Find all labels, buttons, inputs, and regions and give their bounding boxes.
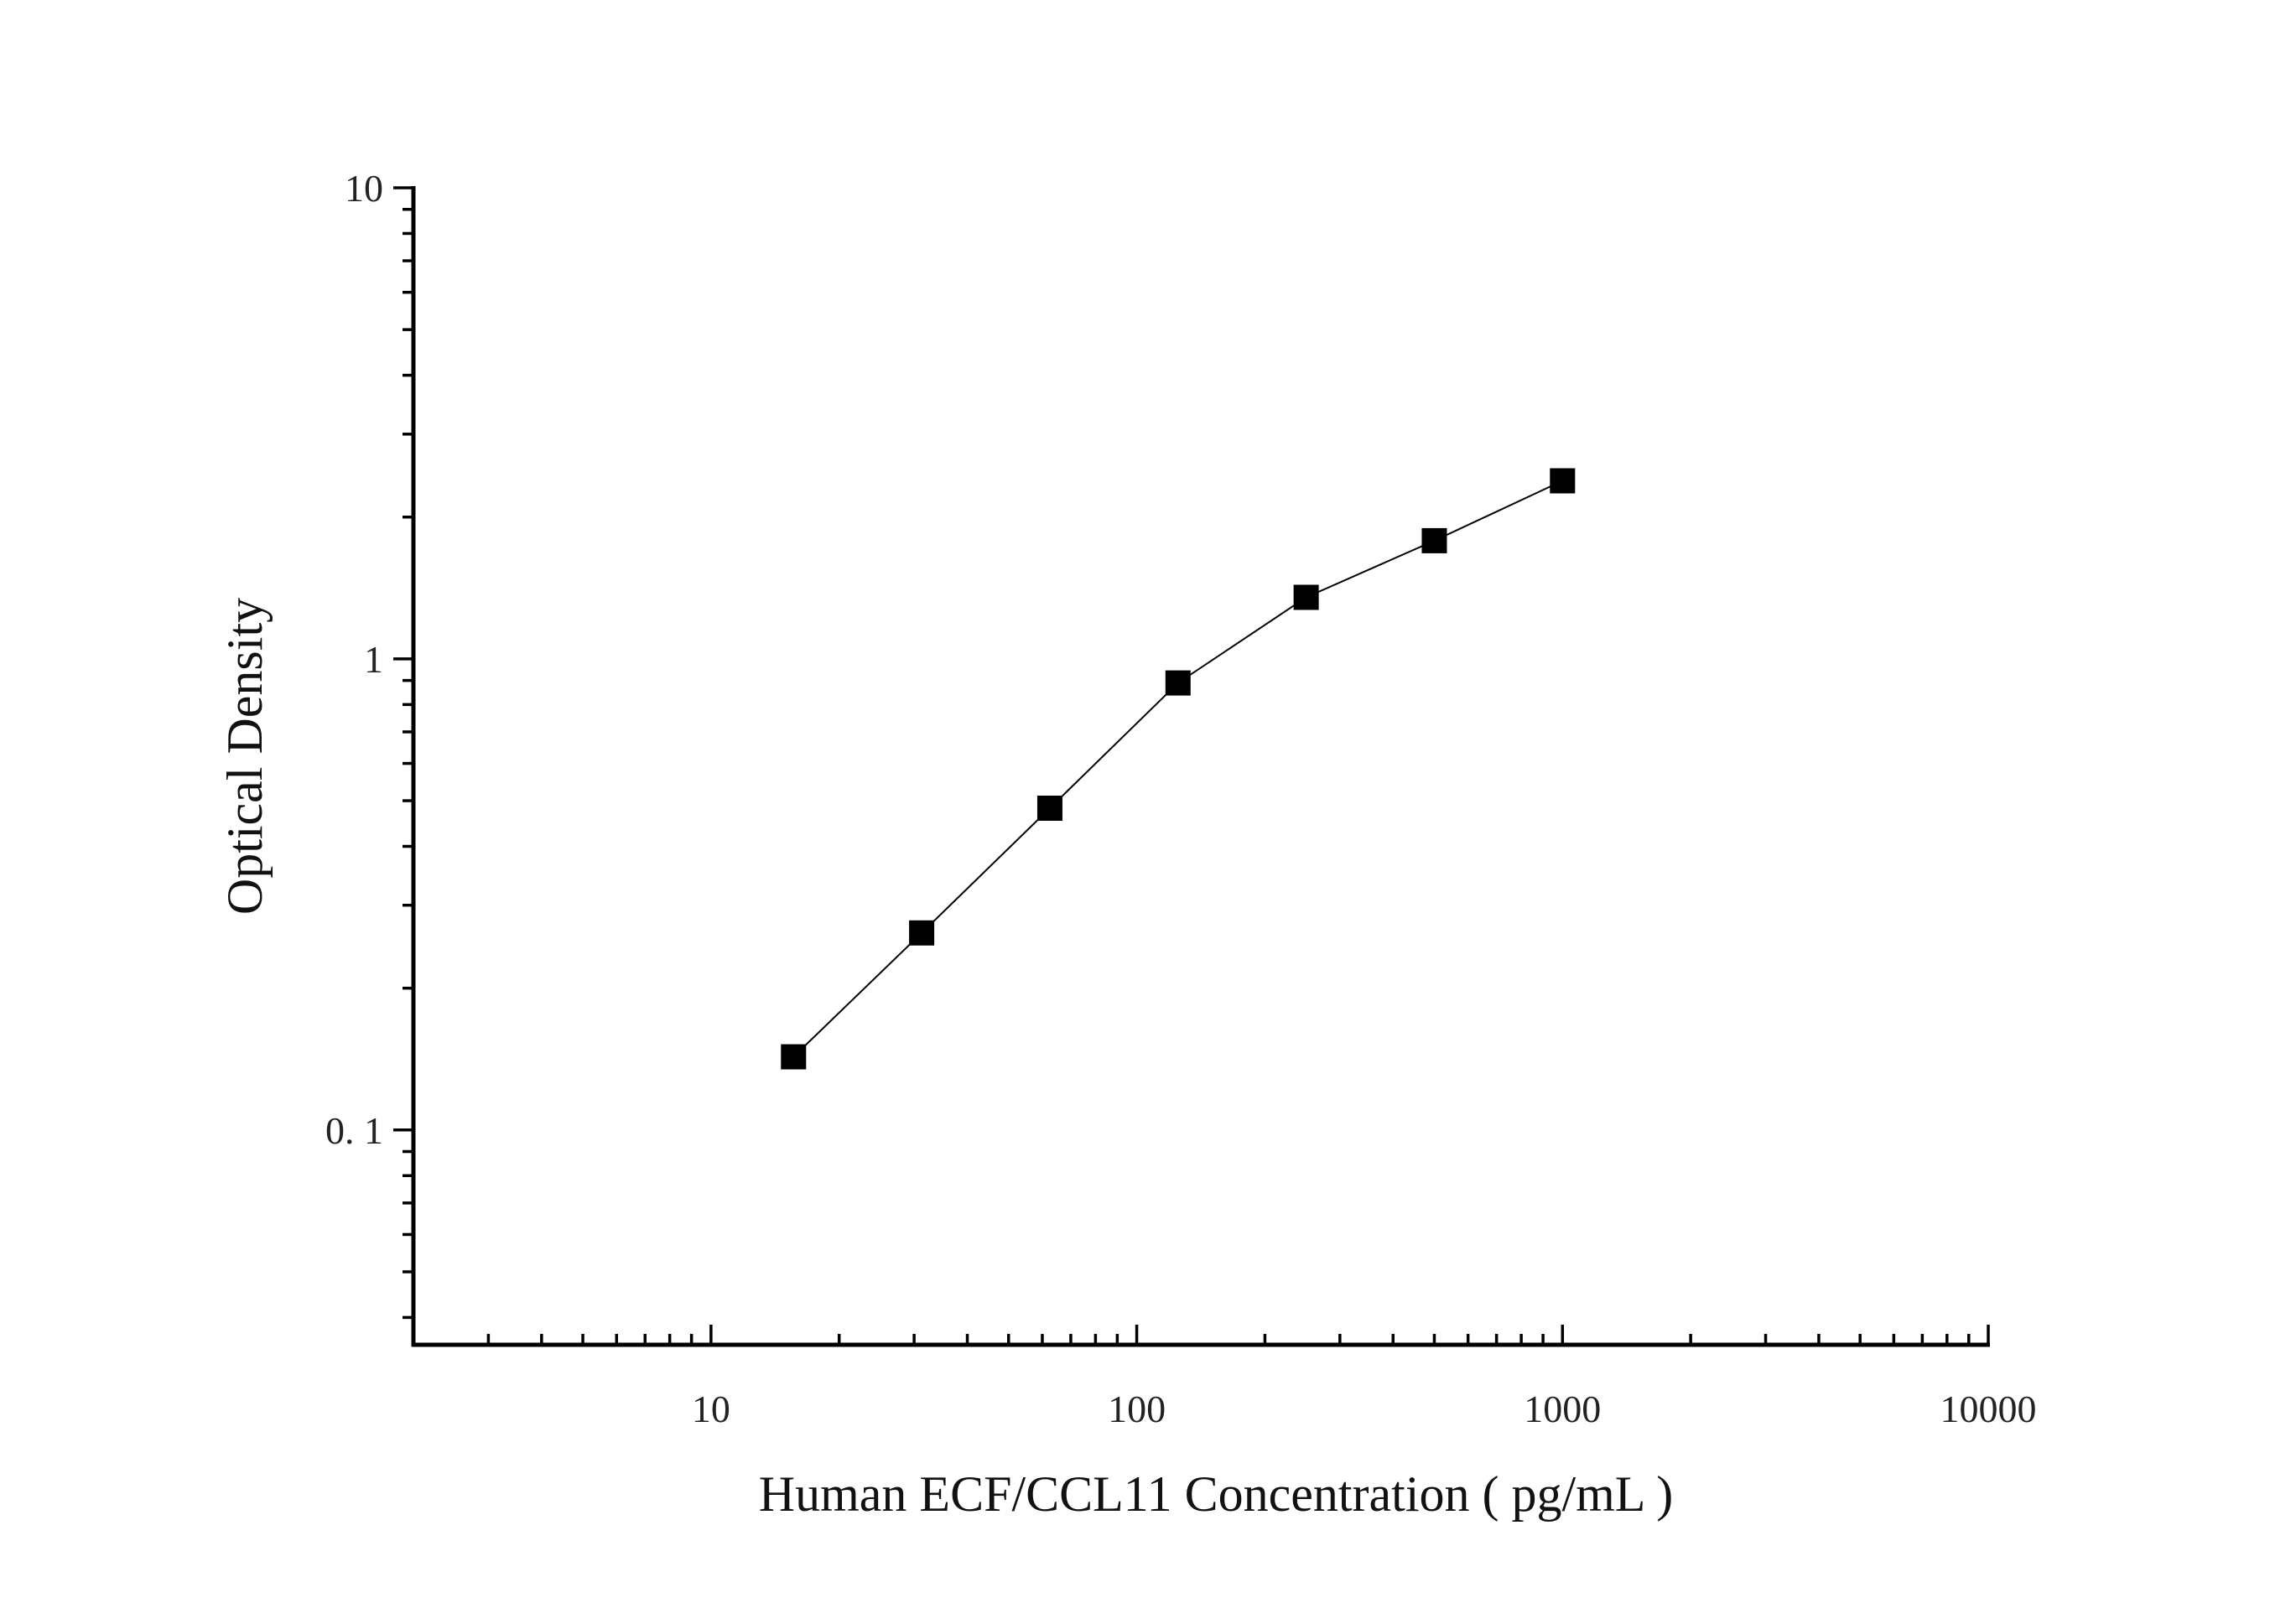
x-tick-label: 100 [1108, 1388, 1166, 1430]
y-tick-label: 10 [345, 167, 383, 210]
data-point-marker [1550, 468, 1576, 494]
y-tick-label: 0. 1 [325, 1109, 383, 1152]
x-tick-label: 10000 [1940, 1388, 2037, 1430]
y-tick-label: 1 [364, 638, 383, 681]
x-tick-label: 1000 [1524, 1388, 1601, 1430]
x-axis-title: Human ECF/CCL11 Concentration ( pg/mL ) [759, 1466, 1673, 1522]
data-point-marker [1293, 584, 1319, 610]
y-axis-title: Optical Density [217, 598, 273, 915]
ticks [393, 186, 1990, 1345]
series-line [792, 480, 1563, 1058]
x-tick-label: 10 [692, 1388, 730, 1430]
data-point-marker [909, 920, 935, 946]
data-point-marker [781, 1044, 807, 1070]
axes [411, 186, 1990, 1347]
data-point-marker [1421, 527, 1447, 553]
data-point-marker [1036, 796, 1062, 822]
data-series [781, 468, 1576, 1070]
tick-labels: 10 100 1000 10000 0. 1 1 10 [325, 167, 2037, 1430]
data-point-marker [1165, 670, 1191, 696]
